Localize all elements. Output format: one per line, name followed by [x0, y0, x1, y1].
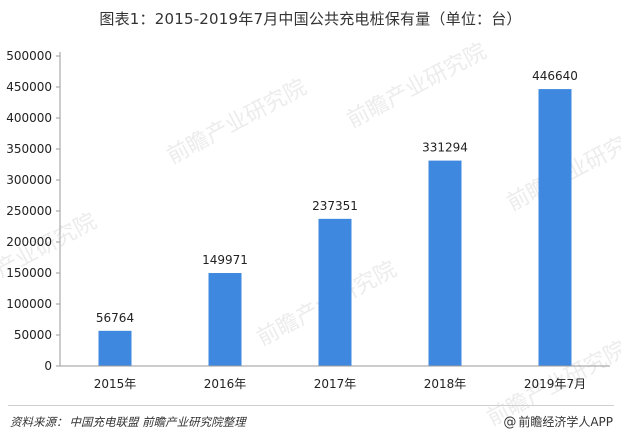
data-label: 446640 [532, 69, 578, 83]
x-tick-label: 2019年7月 [524, 377, 586, 391]
y-tick-label: 450000 [6, 80, 52, 94]
bar [538, 89, 572, 367]
bar [318, 218, 352, 366]
source-note: 资料来源： 中国充电联盟 前瞻产业研究院整理 [10, 414, 246, 430]
y-tick-label: 250000 [6, 204, 52, 218]
y-tick-label: 150000 [6, 266, 52, 280]
x-tick-label: 2017年 [314, 377, 357, 391]
y-tick-label: 300000 [6, 173, 52, 187]
credit-note: @ 前瞻经济学人APP [503, 413, 613, 430]
data-label: 149971 [202, 253, 248, 267]
footer-divider [8, 405, 614, 406]
y-tick-label: 200000 [6, 235, 52, 249]
bar [98, 330, 132, 366]
data-labels-group: 56764 149971 237351 331294 446640 [96, 69, 578, 325]
bar [428, 160, 462, 366]
data-label: 56764 [96, 311, 134, 325]
x-tick-label: 2018年 [424, 377, 467, 391]
y-tick-label: 400000 [6, 111, 52, 125]
y-tick-label: 0 [44, 359, 52, 373]
credit-mark-icon: @ [503, 415, 517, 430]
data-label: 237351 [312, 199, 358, 213]
y-tick-label: 100000 [6, 297, 52, 311]
x-tick-label: 2016年 [204, 377, 247, 391]
chart-title: 图表1：2015-2019年7月中国公共充电桩保有量（单位：台） [99, 10, 522, 28]
y-tick-label: 50000 [14, 328, 52, 342]
source-label: 资料来源： [10, 415, 68, 429]
watermark-layer: 前瞻产业研究院前瞻产业研究院前瞻产业研究院前瞻产业研究院前瞻产业研究院前瞻产业研… [0, 39, 621, 431]
x-tick-label: 2015年 [94, 377, 137, 391]
watermark-text: 前瞻产业研究院 [343, 39, 491, 133]
bar [208, 273, 242, 366]
watermark-text: 前瞻产业研究院 [163, 75, 311, 169]
bars-group [98, 89, 572, 367]
source-value: 中国充电联盟 前瞻产业研究院整理 [69, 415, 246, 429]
watermark-text: 前瞻产业研究院 [0, 209, 101, 303]
y-tick-label: 350000 [6, 142, 52, 156]
data-label: 331294 [422, 141, 468, 155]
y-tick-label: 500000 [6, 49, 52, 63]
credit-text: 前瞻经济学人APP [518, 415, 613, 429]
axes-group: 0 50000 100000 150000 200000 250000 300000 3500… [6, 49, 610, 391]
